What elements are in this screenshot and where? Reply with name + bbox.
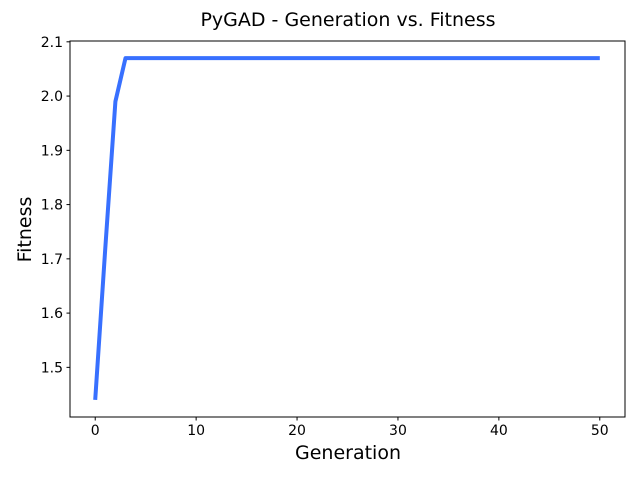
x-tick-label: 30 — [389, 423, 407, 439]
y-tick-label: 1.7 — [41, 252, 63, 268]
chart-title: PyGAD - Generation vs. Fitness — [200, 9, 495, 31]
plot-area: 0 10 20 30 40 50 1.5 1.6 1.7 1.8 1.9 2.0 2.1 — [41, 35, 626, 439]
x-tick-label: 40 — [490, 423, 508, 439]
x-tick-label: 0 — [91, 423, 100, 439]
y-tick-label: 2.1 — [41, 35, 63, 51]
x-tick-label: 20 — [288, 423, 306, 439]
y-axis-label: Fitness — [14, 197, 36, 263]
fitness-line — [93, 56, 600, 401]
axes-spines — [69, 40, 626, 418]
y-tick-label: 1.8 — [41, 198, 63, 214]
y-tick-label: 2.0 — [41, 89, 63, 105]
y-tick-label: 1.9 — [41, 143, 63, 159]
x-axis-label: Generation — [295, 442, 401, 464]
x-tick-label: 50 — [591, 423, 609, 439]
y-tick-label: 1.6 — [41, 306, 63, 322]
x-tick-label: 10 — [187, 423, 205, 439]
y-tick-label: 1.5 — [41, 360, 63, 376]
